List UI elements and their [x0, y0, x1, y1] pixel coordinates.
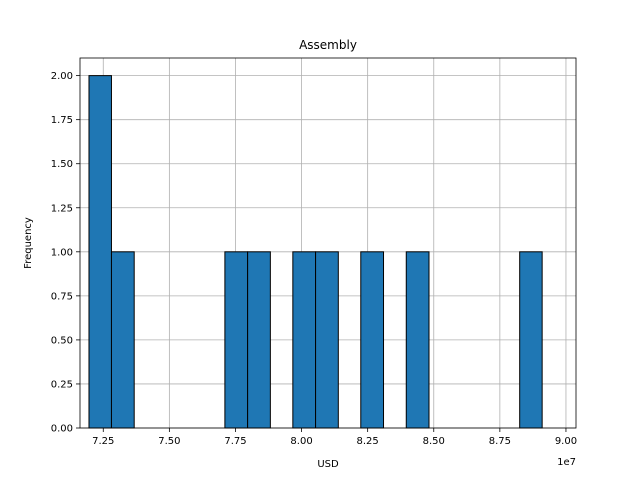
- histogram-bar: [519, 251, 543, 429]
- y-axis-label: Frequency: [23, 217, 34, 269]
- y-tick-label: 1.50: [51, 159, 73, 170]
- chart-title: Assembly: [299, 38, 357, 52]
- histogram-bar: [405, 251, 430, 429]
- y-tick-label: 1.00: [51, 247, 73, 258]
- x-tick-label: 9.00: [555, 436, 577, 447]
- y-tick-label: 1.25: [51, 203, 73, 214]
- histogram-bar: [360, 251, 385, 429]
- x-tick-label: 7.75: [224, 436, 246, 447]
- x-tick-label: 8.75: [489, 436, 511, 447]
- y-axis-ticks: 0.00 0.25 0.50 0.75 1.00 1.25 1.50 1.75 2.00: [51, 71, 80, 435]
- y-tick-label: 1.75: [51, 115, 73, 126]
- x-tick-label: 7.25: [92, 436, 114, 447]
- x-axis-label: USD: [317, 459, 339, 470]
- x-tick-label: 8.50: [423, 436, 445, 447]
- histogram-bar: [292, 251, 317, 429]
- y-tick-label: 2.00: [51, 71, 73, 82]
- histogram-bar: [110, 251, 135, 429]
- y-tick-label: 0.00: [51, 424, 73, 435]
- x-tick-label: 8.25: [357, 436, 379, 447]
- x-axis-ticks: 7.25 7.50 7.75 8.00 8.25 8.50 8.75 9.00: [92, 428, 577, 447]
- histogram-bar: [224, 251, 249, 429]
- y-tick-label: 0.25: [51, 379, 73, 390]
- plot-frame: [79, 57, 577, 429]
- histogram-bar: [247, 251, 271, 429]
- histogram-bar: [315, 251, 339, 429]
- histogram-bar: [88, 75, 112, 429]
- x-tick-label: 8.00: [290, 436, 312, 447]
- y-tick-label: 0.50: [51, 335, 73, 346]
- x-tick-label: 7.50: [158, 436, 180, 447]
- y-tick-label: 0.75: [51, 291, 73, 302]
- x-axis-offset-label: 1e7: [557, 457, 576, 468]
